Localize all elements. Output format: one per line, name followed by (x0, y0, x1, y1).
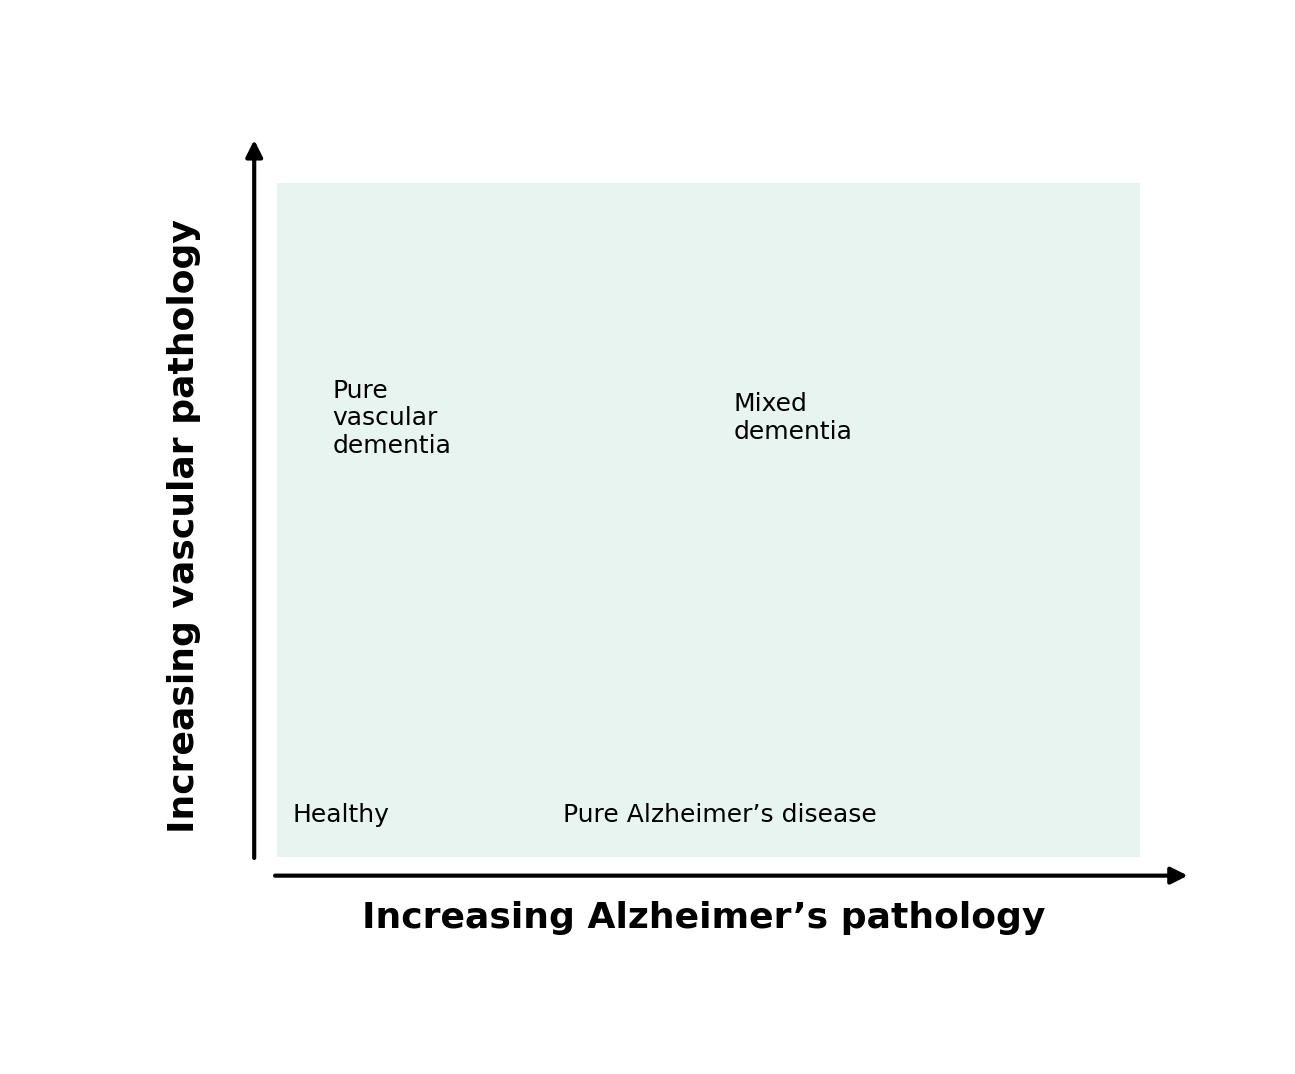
Text: Pure Alzheimer’s disease: Pure Alzheimer’s disease (563, 803, 877, 827)
Text: Increasing vascular pathology: Increasing vascular pathology (167, 219, 201, 832)
Text: Pure
vascular
dementia: Pure vascular dementia (333, 378, 452, 459)
Text: Healthy: Healthy (293, 803, 390, 827)
Text: Mixed
dementia: Mixed dementia (734, 392, 853, 445)
Text: Increasing Alzheimer’s pathology: Increasing Alzheimer’s pathology (363, 901, 1045, 935)
FancyBboxPatch shape (277, 183, 1141, 857)
